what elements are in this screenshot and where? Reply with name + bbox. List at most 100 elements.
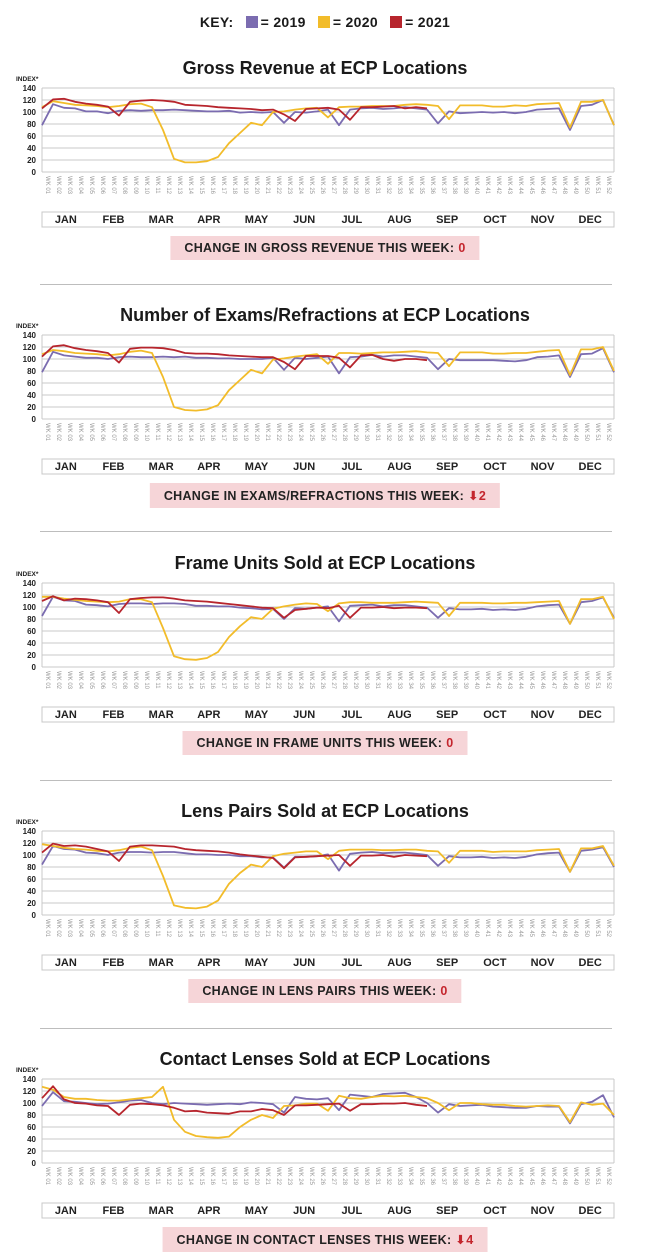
week-tick-label: WK 03 bbox=[66, 671, 72, 690]
week-tick-label: WK 25 bbox=[308, 176, 314, 195]
week-tick-label: WK 35 bbox=[418, 919, 424, 938]
y-tick-label: 120 bbox=[23, 1087, 37, 1096]
week-tick-label: WK 10 bbox=[143, 423, 149, 442]
change-banner-value: 0 bbox=[458, 241, 466, 255]
week-tick-label: WK 52 bbox=[605, 176, 611, 195]
legend-item-2021: = 2021 bbox=[405, 14, 451, 30]
week-tick-label: WK 48 bbox=[561, 919, 567, 938]
month-label: APR bbox=[197, 461, 220, 473]
y-tick-label: 40 bbox=[27, 639, 36, 648]
divider bbox=[40, 531, 612, 532]
month-label: SEP bbox=[436, 461, 458, 473]
month-label: JAN bbox=[55, 1205, 77, 1217]
week-tick-label: WK 45 bbox=[528, 1167, 534, 1186]
week-tick-label: WK 08 bbox=[121, 1167, 127, 1186]
week-tick-label: WK 44 bbox=[517, 671, 523, 690]
month-label: FEB bbox=[103, 214, 125, 226]
week-tick-label: WK 22 bbox=[275, 423, 281, 442]
week-tick-label: WK 01 bbox=[44, 1167, 50, 1186]
week-tick-label: WK 45 bbox=[528, 423, 534, 442]
week-tick-label: WK 07 bbox=[110, 1167, 116, 1186]
week-tick-label: WK 20 bbox=[253, 919, 259, 938]
month-label: FEB bbox=[103, 461, 125, 473]
week-tick-label: WK 13 bbox=[176, 176, 182, 195]
week-tick-label: WK 18 bbox=[231, 176, 237, 195]
week-tick-label: WK 27 bbox=[330, 671, 336, 690]
line-chart-gross-revenue: INDEX*140 120 100 80 60 40 20 0 WK 01 WK 02 WK 03 W… bbox=[16, 76, 615, 228]
week-tick-label: WK 24 bbox=[297, 423, 303, 442]
week-tick-label: WK 48 bbox=[561, 176, 567, 195]
line-chart-frame-units: INDEX*140 120 100 80 60 40 20 0 WK 01 WK 02 WK 03 W… bbox=[16, 571, 615, 723]
series-line-2021 bbox=[41, 344, 428, 371]
month-label: OCT bbox=[483, 1205, 507, 1217]
week-tick-label: WK 11 bbox=[154, 671, 160, 689]
week-tick-label: WK 49 bbox=[572, 671, 578, 690]
month-label: APR bbox=[197, 1205, 220, 1217]
legend-item-2019: = 2019 bbox=[260, 14, 306, 30]
month-label: SEP bbox=[436, 1205, 458, 1217]
y-tick-label: 80 bbox=[27, 1111, 36, 1120]
week-tick-label: WK 30 bbox=[363, 176, 369, 195]
week-tick-label: WK 39 bbox=[462, 1167, 468, 1186]
week-tick-label: WK 17 bbox=[220, 423, 226, 442]
chart-title: Contact Lenses Sold at ECP Locations bbox=[159, 1049, 491, 1069]
y-tick-label: 60 bbox=[27, 875, 36, 884]
week-tick-label: WK 17 bbox=[220, 1167, 226, 1186]
chart-title: Lens Pairs Sold at ECP Locations bbox=[181, 801, 469, 821]
legend-swatch-2021 bbox=[390, 16, 403, 28]
chart-title: Gross Revenue at ECP Locations bbox=[182, 58, 468, 78]
divider bbox=[40, 1028, 612, 1029]
week-tick-label: WK 32 bbox=[385, 176, 391, 195]
week-tick-label: WK 46 bbox=[539, 671, 545, 690]
series-line-2019 bbox=[41, 1091, 615, 1125]
y-tick-label: 120 bbox=[23, 839, 37, 848]
week-tick-label: WK 03 bbox=[66, 423, 72, 442]
week-tick-label: WK 24 bbox=[297, 1167, 303, 1186]
month-label: NOV bbox=[531, 214, 556, 226]
week-tick-label: WK 39 bbox=[462, 423, 468, 442]
y-axis-index-label: INDEX* bbox=[16, 323, 39, 330]
week-tick-label: WK 15 bbox=[198, 1167, 204, 1186]
legend-key: KEY: = 2019 = 2020 = 2021 bbox=[0, 14, 650, 30]
week-tick-label: WK 33 bbox=[396, 176, 402, 195]
week-tick-label: WK 17 bbox=[220, 919, 226, 938]
week-tick-label: WK 25 bbox=[308, 671, 314, 690]
month-strip bbox=[41, 458, 615, 475]
week-tick-label: WK 26 bbox=[319, 919, 325, 938]
y-tick-label: 100 bbox=[23, 851, 37, 860]
month-label: MAR bbox=[149, 214, 174, 226]
month-label: AUG bbox=[387, 461, 411, 473]
week-tick-label: WK 36 bbox=[429, 423, 435, 442]
week-tick-label: WK 10 bbox=[143, 176, 149, 195]
y-axis-index-label: INDEX* bbox=[16, 1067, 39, 1074]
week-tick-label: WK 16 bbox=[209, 176, 215, 195]
series-line-2021 bbox=[41, 1085, 428, 1116]
month-label: FEB bbox=[103, 709, 125, 721]
series-line-2020 bbox=[41, 843, 615, 910]
y-tick-label: 0 bbox=[32, 415, 37, 424]
week-tick-label: WK 13 bbox=[176, 423, 182, 442]
week-tick-label: WK 50 bbox=[583, 176, 589, 195]
week-tick-label: WK 06 bbox=[99, 1167, 105, 1186]
line-chart-lens-pairs: INDEX*140 120 100 80 60 40 20 0 WK 01 WK 02 WK 03 W… bbox=[16, 819, 615, 971]
week-tick-label: WK 31 bbox=[374, 671, 380, 690]
week-tick-label: WK 40 bbox=[473, 176, 479, 195]
week-tick-label: WK 47 bbox=[550, 919, 556, 938]
week-tick-label: WK 18 bbox=[231, 671, 237, 690]
week-tick-label: WK 38 bbox=[451, 176, 457, 195]
month-label: SEP bbox=[436, 214, 458, 226]
series-line-2020 bbox=[41, 346, 615, 412]
week-tick-label: WK 22 bbox=[275, 176, 281, 195]
week-tick-label: WK 20 bbox=[253, 176, 259, 195]
week-tick-label: WK 34 bbox=[407, 671, 413, 690]
week-tick-label: WK 47 bbox=[550, 671, 556, 690]
week-tick-label: WK 31 bbox=[374, 176, 380, 195]
y-axis-index-label: INDEX* bbox=[16, 819, 39, 826]
week-tick-label: WK 19 bbox=[242, 919, 248, 938]
week-tick-label: WK 46 bbox=[539, 1167, 545, 1186]
week-tick-label: WK 33 bbox=[396, 1167, 402, 1186]
week-tick-label: WK 07 bbox=[110, 919, 116, 938]
week-tick-label: WK 52 bbox=[605, 1167, 611, 1186]
week-tick-label: WK 04 bbox=[77, 176, 83, 195]
y-tick-label: 20 bbox=[27, 403, 36, 412]
